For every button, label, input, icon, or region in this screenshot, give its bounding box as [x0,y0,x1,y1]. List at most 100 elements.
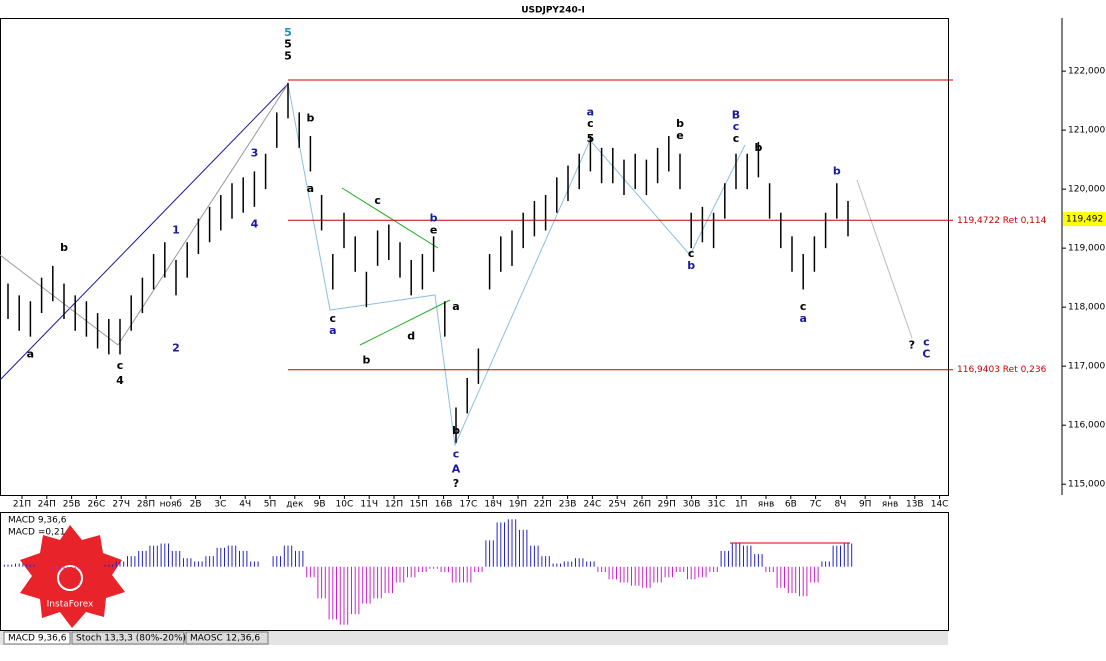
wave-label: e [676,129,683,142]
tab [3,631,71,645]
macd-value-label: MACD =0,21 [8,528,65,538]
chart-title: USDJPY240-I [521,6,585,16]
x-tick-label: 1П [735,500,748,510]
wave-label: 5 [284,49,292,62]
tab-label: MAOSC 12,36,6 [190,634,260,644]
wave-label: b [306,111,314,124]
wave-label: b [833,164,841,177]
wave-label: c [923,336,930,349]
tab [71,631,185,645]
x-tick-label: 12П [385,500,403,510]
x-tick-label: 31С [708,500,726,510]
x-tick-label: 5П [264,500,277,510]
x-tick-label: янв [758,500,775,510]
x-tick-label: 7С [810,500,822,510]
wave-label: a [307,182,314,195]
wave-label: b [452,424,460,437]
x-tick-label: 17С [460,500,478,510]
x-tick-label: 26П [633,500,651,510]
x-tick-label: 25В [63,500,81,510]
last-price-label: 119,492 [1066,215,1103,225]
y-tick-label: 116,000 [1068,421,1105,431]
tab-label: MACD 9,36,6 [8,634,67,644]
x-tick-label: 16В [435,500,453,510]
wave-label: b [60,241,68,254]
wave-label: b [687,259,695,272]
y-tick-label: 119,000 [1068,244,1105,254]
x-tick-label: 10С [336,500,354,510]
wave-label: 5 [284,38,292,51]
y-tick-label: 120,000 [1068,185,1105,195]
wave-label: b [754,141,762,154]
x-tick-label: 26С [88,500,106,510]
wave-lines [0,83,913,544]
y-tick-label: 117,000 [1068,362,1105,372]
wave-label: a [452,300,459,313]
wave-label: 4 [251,218,259,231]
wave-label: C [922,347,930,360]
wave-label: 1 [172,223,180,236]
x-tick-label: 9В [314,500,326,510]
price-panel [0,18,949,496]
level-label: 116,9403 Ret 0,236 [957,365,1047,375]
wave-label: c [800,300,807,313]
wave-label: a [799,312,806,325]
wave-label: 5 [587,132,595,145]
x-tick-label: дек [286,500,304,510]
wave-label: a [329,324,336,337]
wave-label: b [430,212,438,225]
wave-label: ? [453,477,459,490]
x-tick-label: 2В [190,500,202,510]
x-tick-label: нояб [160,500,183,510]
x-tick-label: янв [882,500,899,510]
wave-label: 3 [251,147,259,160]
wave-label: e [430,223,437,236]
x-tick-label: 21П [13,500,31,510]
wave-label: c [733,132,740,145]
wave-label: b [362,353,370,366]
x-tick-label: 15П [410,500,428,510]
wave-label: 5 [284,26,292,39]
wave-label: c [688,247,695,260]
x-tick-label: 13В [906,500,924,510]
x-tick-label: 11Ч [360,500,378,510]
x-tick-label: 18Ч [484,500,502,510]
y-tick-label: 121,000 [1068,126,1105,136]
x-tick-label: 9П [859,500,872,510]
wave-label: 2 [172,341,180,354]
x-tick-label: 22П [534,500,552,510]
x-tick-label: 24П [38,500,56,510]
level-label: 119,4722 Ret 0,114 [957,216,1047,226]
wave-label: b [676,117,684,130]
x-tick-label: 3С [214,500,226,510]
y-tick-label: 115,000 [1068,480,1105,490]
x-tick-label: 6В [785,500,797,510]
x-tick-label: 24С [584,500,602,510]
wave-label: c [453,448,460,461]
x-tick-label: 19П [509,500,527,510]
wave-label: c [374,194,381,207]
last-price-box [1063,212,1106,227]
tab [185,631,269,645]
wave-label: B [732,108,740,121]
y-tick-label: 122,000 [1068,67,1105,77]
x-tick-label: 25Ч [608,500,626,510]
x-tick-label: 8Ч [834,500,846,510]
x-tick-label: 30В [683,500,701,510]
tab-label: Stoch 13,3,3 (80%-20%) [76,634,186,644]
logo: InstaForex [20,525,125,628]
wave-label: c [733,120,740,133]
wave-label: a [27,347,34,360]
wave-label: d [407,330,415,343]
x-tick-label: 4Ч [239,500,251,510]
wave-label: a [587,105,594,118]
wave-label: 4 [116,374,124,387]
x-tick-label: 29П [658,500,676,510]
wave-label: c [330,312,337,325]
x-tick-label: 14С [931,500,949,510]
wave-label: c [587,117,594,130]
logo-text: InstaForex [47,600,94,610]
x-tick-label: 27Ч [112,500,130,510]
x-tick-label: 28П [137,500,155,510]
